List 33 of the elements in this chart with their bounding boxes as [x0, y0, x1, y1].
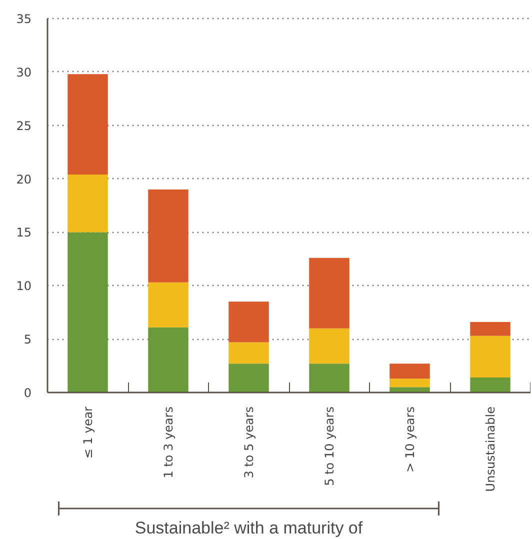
bar: [390, 378, 430, 388]
bar: [228, 302, 269, 342]
y-tick-label: 10: [16, 279, 32, 294]
x-tick-label: 1 to 3 years: [161, 406, 176, 478]
y-tick-label: 5: [24, 332, 32, 347]
y-tick-label: 15: [16, 226, 32, 240]
x-tick-label: ≤ 1 year: [80, 406, 95, 459]
bar: [390, 364, 430, 379]
bar: [309, 328, 350, 364]
bar: [470, 378, 510, 392]
bar: [148, 327, 188, 392]
y-tick-label: 30: [16, 65, 32, 80]
y-tick-label: 0: [24, 386, 32, 400]
bar: [309, 258, 350, 328]
bar: [309, 364, 350, 392]
bar: [390, 387, 430, 392]
bar: [470, 336, 510, 378]
text: Sustainable² with a maturity of: [134, 518, 363, 538]
bar: [148, 189, 188, 282]
x-tick-label: 5 to 10 years: [322, 406, 336, 486]
x-tick-label: Unsustainable: [483, 406, 498, 492]
bar: [228, 342, 269, 364]
x-tick-label: > 10 years: [402, 406, 417, 472]
x-tick-label: 3 to 5 years: [242, 406, 256, 478]
y-tick-label: 20: [16, 172, 32, 186]
y-tick-label: 35: [16, 12, 32, 26]
bar: [68, 74, 108, 175]
bar: [228, 364, 269, 392]
bar: [470, 322, 510, 336]
bar: [68, 232, 108, 392]
bar: [148, 282, 188, 328]
bar: [68, 174, 108, 232]
y-tick-label: 25: [16, 118, 32, 133]
